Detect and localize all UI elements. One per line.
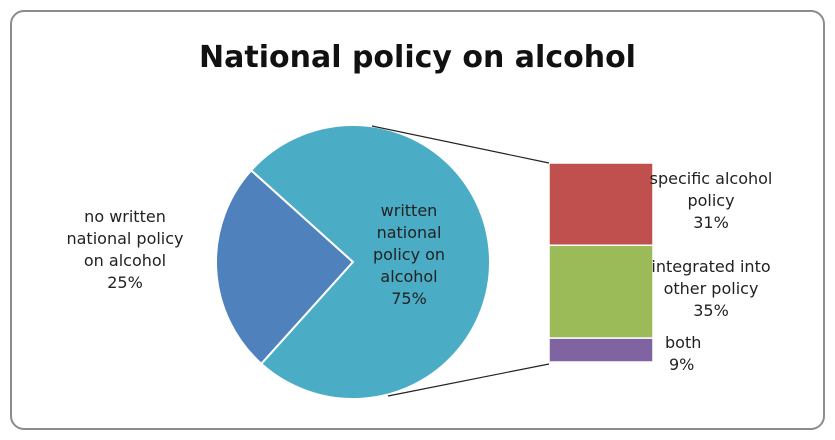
chart-title: National policy on alcohol	[199, 40, 636, 75]
breakdown-segment-1	[548, 244, 654, 339]
pie-slice-0	[215, 168, 355, 366]
connector-line-bottom	[387, 363, 550, 397]
breakdown-segment-0	[548, 162, 654, 247]
breakdown-segment-2	[548, 337, 654, 363]
pie-label-no-written-policy: no written national policy on alcohol 25%	[66, 207, 183, 292]
connector-line-top	[371, 125, 550, 164]
breakdown-label-1: integrated into other policy 35%	[651, 257, 770, 320]
breakdown-label-0: specific alcohol policy 31%	[650, 169, 773, 232]
pie-label-written-policy: written national policy on alcohol 75%	[373, 201, 445, 308]
pie-slice-1	[249, 124, 491, 400]
breakdown-label-2: both 9%	[665, 333, 701, 374]
